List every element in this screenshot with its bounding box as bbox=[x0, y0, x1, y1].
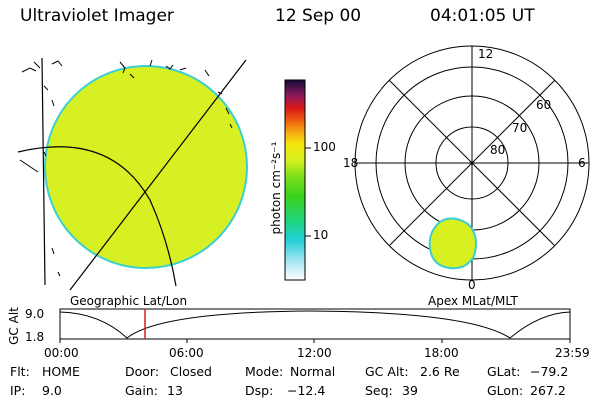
timeline-xtick: 18:00 bbox=[424, 346, 459, 360]
status-key: GLon: bbox=[487, 383, 524, 398]
status-key: GC Alt: bbox=[365, 364, 409, 379]
status-value: 9.0 bbox=[42, 383, 62, 398]
altitude-curve bbox=[59, 310, 571, 339]
timeline-xtick: 00:00 bbox=[44, 346, 79, 360]
timeline-ytick-bottom: 1.8 bbox=[25, 330, 45, 344]
mlat-label-80: 80 bbox=[490, 143, 506, 157]
status-value: 13 bbox=[167, 383, 183, 398]
mlt-label-6: 6 bbox=[578, 156, 586, 170]
timeline-ytick-top: 9.0 bbox=[25, 307, 45, 321]
status-key: Mode: bbox=[245, 364, 284, 379]
status-key: Flt: bbox=[10, 364, 30, 379]
meridian-line bbox=[41, 57, 46, 286]
status-key: Seq: bbox=[365, 383, 393, 398]
colorbar-tick-10: 10 bbox=[313, 228, 329, 242]
status-value: Closed bbox=[170, 364, 212, 379]
mlat-label-70: 70 bbox=[512, 121, 528, 135]
diagonal-meridian bbox=[69, 59, 247, 291]
time-label: 04:01:05 UT bbox=[430, 6, 535, 26]
timeline-xtick: 12:00 bbox=[297, 346, 332, 360]
mlt-label-12: 12 bbox=[478, 47, 494, 61]
status-key: IP: bbox=[10, 383, 26, 398]
status-value: 39 bbox=[402, 383, 418, 398]
status-value: HOME bbox=[42, 364, 80, 379]
status-key: Door: bbox=[125, 364, 160, 379]
status-value: −79.2 bbox=[530, 364, 569, 379]
polar-panel-label: Apex MLat/MLT bbox=[428, 294, 518, 308]
timeline-xtick: 06:00 bbox=[169, 346, 204, 360]
colorbar-unit-label: photon cm⁻²s⁻¹ bbox=[269, 141, 283, 235]
status-key: Dsp: bbox=[245, 383, 274, 398]
geographic-panel-label: Geographic Lat/Lon bbox=[70, 294, 188, 308]
uv-disk bbox=[44, 65, 248, 269]
mlat-label-60: 60 bbox=[536, 98, 552, 112]
auroral-patch bbox=[428, 217, 477, 270]
status-value: 267.2 bbox=[530, 383, 566, 398]
colorbar-tick-100: 100 bbox=[313, 140, 336, 154]
timeline-ylabel: GC Alt bbox=[7, 307, 21, 345]
status-value: 2.6 Re bbox=[420, 364, 460, 379]
timeline-xtick: 23:59 bbox=[555, 346, 590, 360]
mlt-label-18: 18 bbox=[343, 156, 359, 170]
status-key: Gain: bbox=[125, 383, 158, 398]
status-value: Normal bbox=[290, 364, 336, 379]
coastline-fragments bbox=[21, 59, 233, 277]
status-key: GLat: bbox=[487, 364, 521, 379]
mlt-label-0: 0 bbox=[468, 278, 476, 292]
latitude-arc bbox=[17, 146, 177, 287]
app-title: Ultraviolet Imager bbox=[20, 6, 174, 26]
date-label: 12 Sep 00 bbox=[275, 6, 362, 26]
status-value: −12.4 bbox=[287, 383, 326, 398]
